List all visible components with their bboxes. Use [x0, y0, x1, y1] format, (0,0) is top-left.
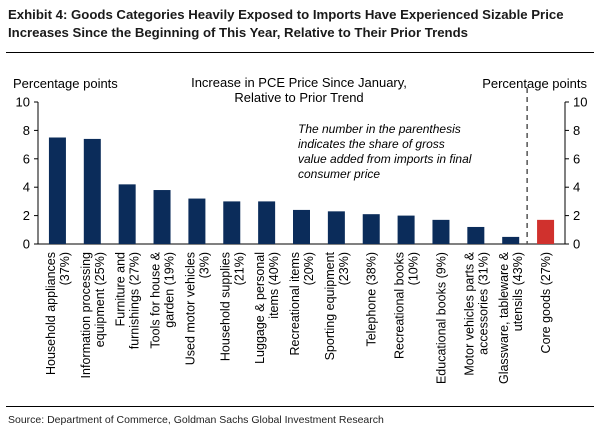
x-category-label-line: (21%) — [232, 252, 246, 285]
x-category-label: Sporting equipment (23%) — [323, 251, 351, 360]
bar — [258, 201, 276, 244]
x-category-label-line: Household supplies — [218, 252, 232, 361]
y-tick-label-right: 0 — [573, 237, 580, 252]
bar — [293, 209, 310, 244]
right-axis-label: Percentage points — [482, 76, 587, 91]
x-category-label-line: Recreational books — [393, 252, 407, 359]
x-category-label: Furniture and furnishings (27%) — [114, 252, 142, 349]
chart-title-line-2: Relative to Prior Trend — [234, 90, 363, 105]
x-category-label-line: furnishings (27%) — [128, 252, 142, 349]
x-category-label: Tools for house & garden (19%) — [149, 251, 177, 348]
annotation-line: consumer price — [298, 167, 380, 181]
x-category-label: Household appliances (37%) — [44, 252, 72, 375]
y-tick-label-right: 8 — [573, 123, 580, 138]
bar — [432, 219, 450, 244]
x-category-label: Household supplies (21%) — [218, 252, 246, 361]
top-rule — [6, 52, 594, 53]
x-category-label-line: Information processing — [79, 252, 93, 379]
x-category-label-line: Educational books (9%) — [434, 252, 448, 384]
y-tick-label-left: 4 — [23, 180, 30, 195]
x-category-label-line: Glassware, tableware & — [497, 251, 511, 384]
x-category-label: Recreational books (10%) — [393, 252, 421, 359]
bar — [362, 214, 380, 244]
annotation-line: value added from imports in final — [298, 152, 472, 166]
x-category-label-line: (20%) — [302, 252, 316, 285]
y-tick-label-left: 6 — [23, 151, 30, 166]
bar — [48, 137, 66, 244]
x-category-label-line: Telephone (38%) — [365, 252, 379, 347]
annotation-line: The number in the parenthesis — [298, 122, 461, 136]
bar-core-goods — [537, 219, 555, 244]
x-category-label-line: (10%) — [407, 252, 421, 285]
bar — [467, 226, 485, 244]
x-category-label-line: utensils (43%) — [511, 252, 525, 331]
x-category-label: Telephone (38%) — [365, 252, 379, 347]
y-tick-label-right: 6 — [573, 151, 580, 166]
bar — [188, 198, 206, 244]
x-category-label-line: Core goods (27%) — [539, 252, 553, 353]
bottom-rule — [6, 406, 594, 407]
bar-chart: Percentage points Percentage points Incr… — [13, 75, 587, 384]
x-category-label-line: (23%) — [337, 252, 351, 285]
x-category-label-line: items (40%) — [267, 252, 281, 319]
x-category-label-line: accessories (31%) — [476, 252, 490, 355]
x-category-label-line: Tools for house & — [149, 251, 163, 348]
x-category-label: Used motor vehicles (3%) — [183, 252, 211, 365]
bar — [502, 236, 520, 244]
source-note: Source: Department of Commerce, Goldman … — [8, 414, 384, 426]
x-category-label-line: Household appliances — [44, 252, 58, 375]
x-category-label: Glassware, tableware & utensils (43%) — [497, 251, 525, 384]
x-category-label-line: Sporting equipment — [323, 251, 337, 360]
x-category-label-line: Furniture and — [114, 252, 128, 326]
chart-title-line-1: Increase in PCE Price Since January, — [191, 75, 407, 90]
y-tick-label-right: 10 — [573, 95, 587, 110]
bar — [118, 184, 136, 244]
chart-annotation: The number in the parenthesis indicates … — [298, 122, 472, 181]
x-category-label: Recreational items (20%) — [288, 252, 316, 356]
annotation-line: indicates the share of gross — [298, 137, 445, 151]
bar — [83, 138, 101, 244]
y-tick-label-left: 0 — [23, 237, 30, 252]
bar — [397, 215, 415, 244]
y-tick-label-left: 8 — [23, 123, 30, 138]
y-tick-label-right: 2 — [573, 208, 580, 223]
x-category-label: Educational books (9%) — [434, 252, 448, 384]
x-category-label-line: Used motor vehicles — [183, 252, 197, 365]
y-tick-label-left: 10 — [16, 95, 30, 110]
x-category-label-line: Motor vehicles parts & — [462, 251, 476, 375]
y-tick-label-left: 2 — [23, 208, 30, 223]
x-category-label-line: (3%) — [197, 252, 211, 278]
y-tick-label-right: 4 — [573, 180, 580, 195]
x-category-label: Core goods (27%) — [539, 252, 553, 353]
x-category-label-line: garden (19%) — [163, 252, 177, 328]
bar — [223, 201, 241, 244]
x-category-label: Luggage & personal items (40%) — [253, 252, 281, 364]
x-category-label-line: (37%) — [58, 252, 72, 285]
bar — [327, 211, 345, 244]
x-category-label-line: Luggage & personal — [253, 252, 267, 364]
x-category-label-line: Recreational items — [288, 252, 302, 356]
x-category-label: Information processing equipment (25%) — [79, 252, 107, 379]
x-category-label-line: equipment (25%) — [93, 252, 107, 347]
x-category-label: Motor vehicles parts & accessories (31%) — [462, 251, 490, 375]
bar — [153, 190, 171, 244]
exhibit-title: Exhibit 4: Goods Categories Heavily Expo… — [8, 7, 564, 40]
left-axis-label: Percentage points — [13, 76, 118, 91]
